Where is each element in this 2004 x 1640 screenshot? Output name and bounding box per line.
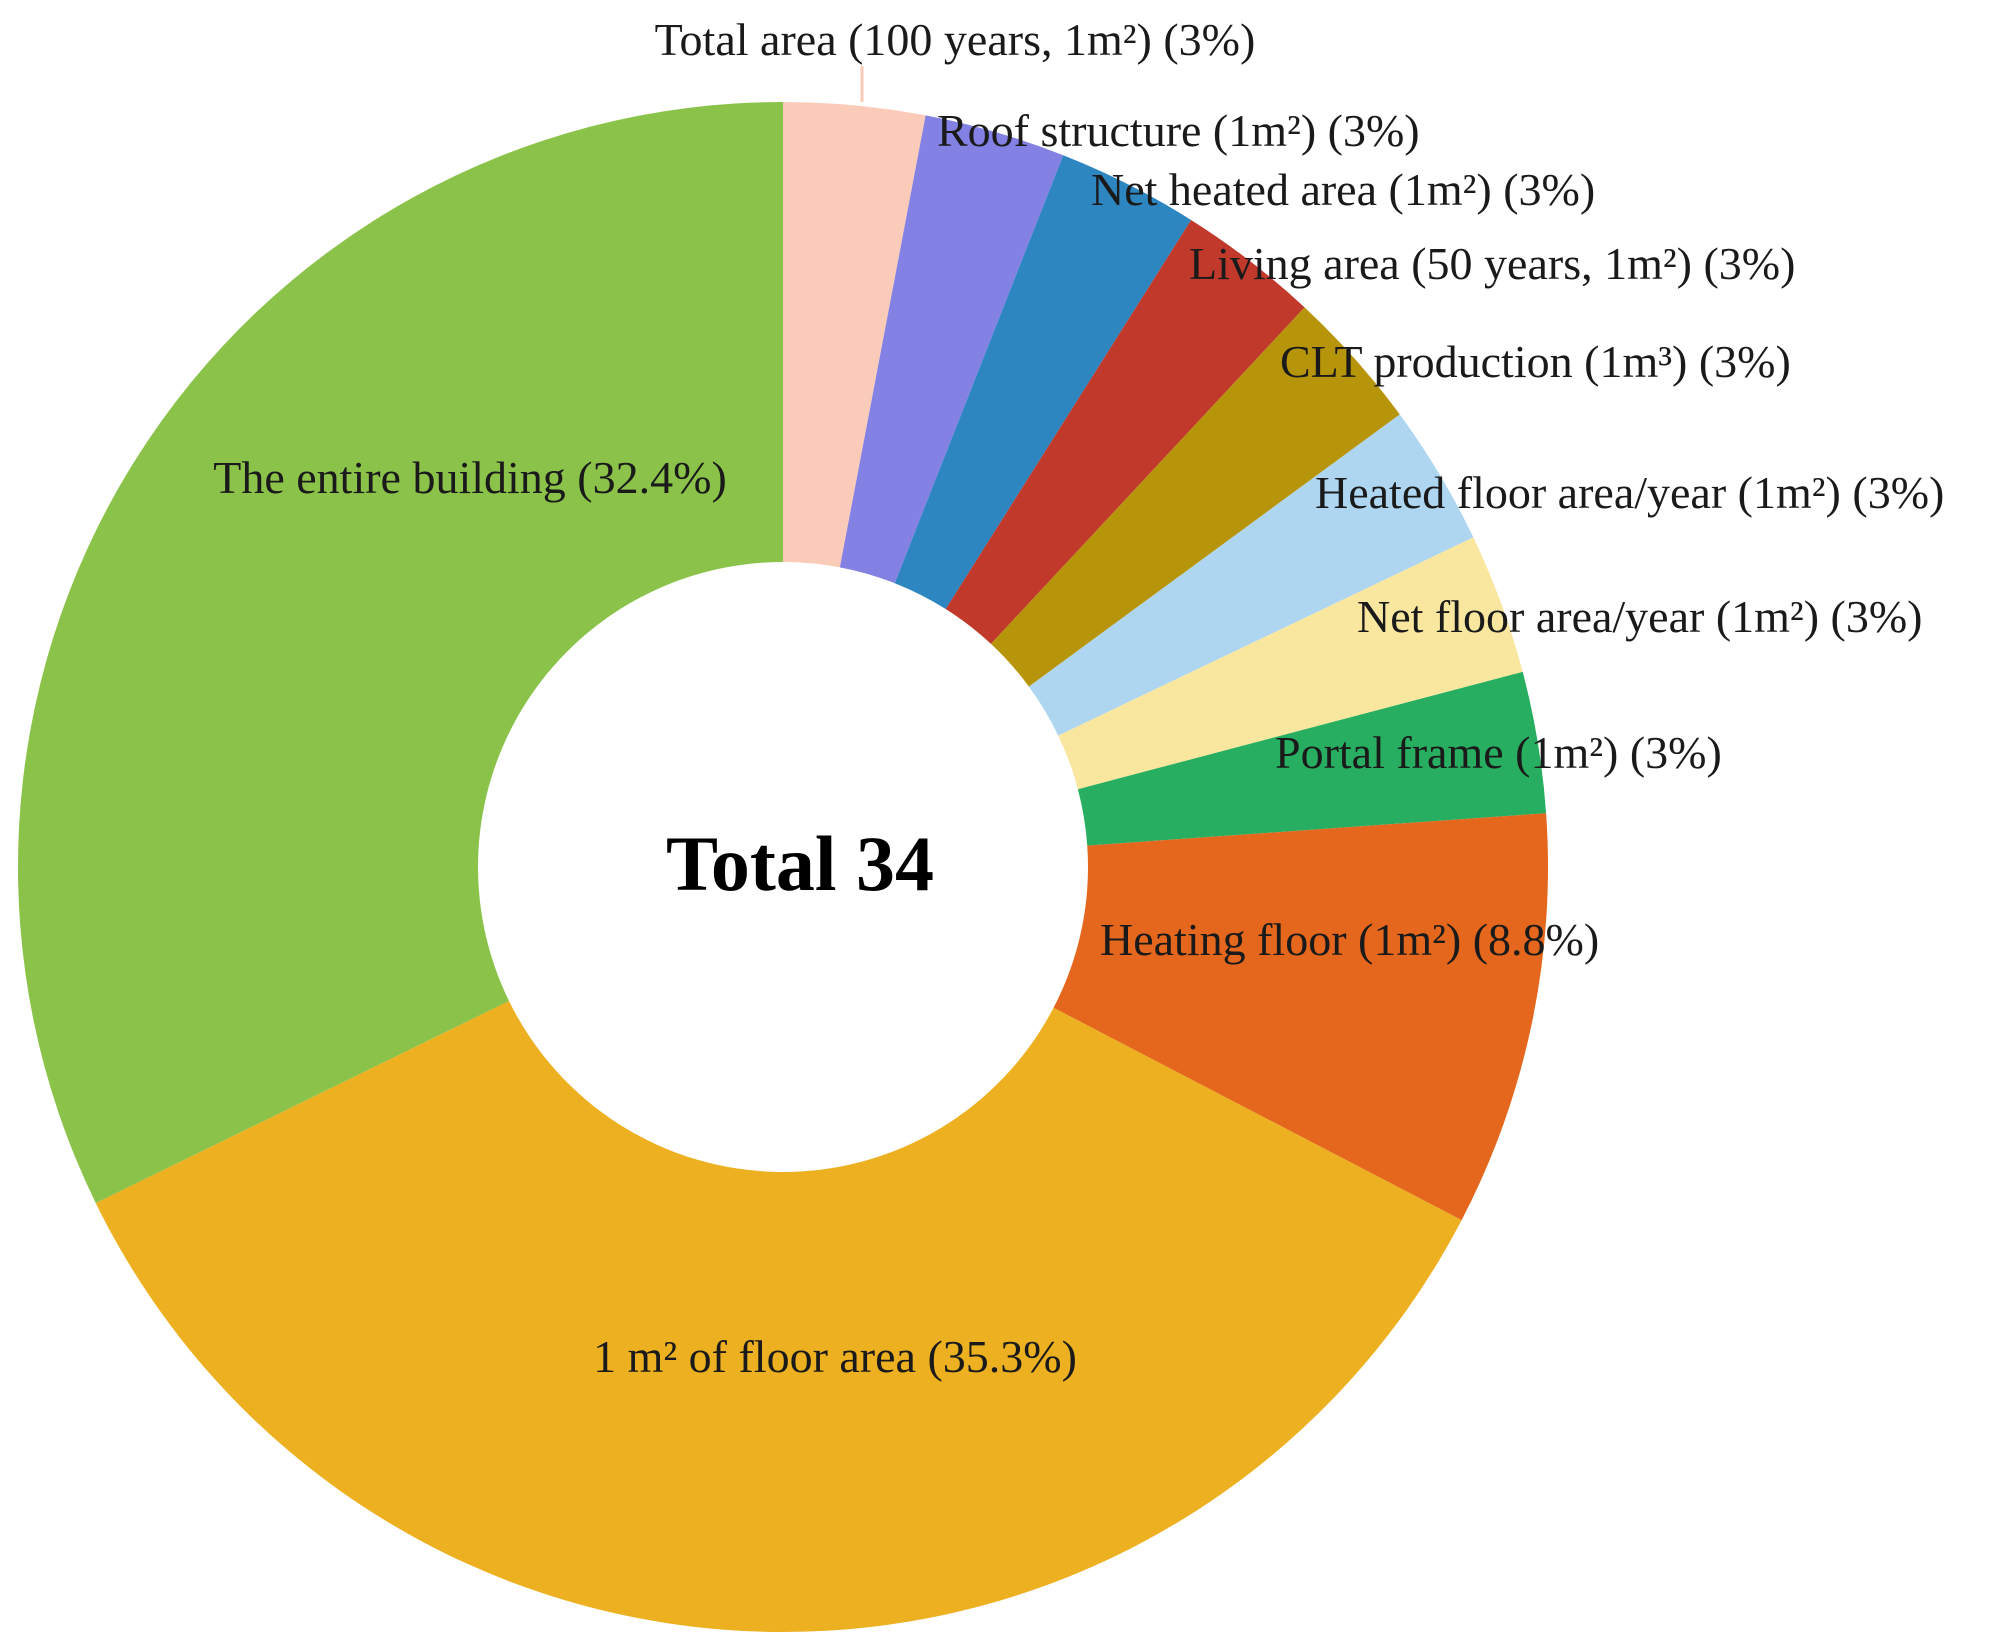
- slice-label-8: Heating floor (1m²) (8.8%): [1100, 914, 1599, 965]
- slice-label-5: Heated floor area/year (1m²) (3%): [1315, 467, 1944, 518]
- slice-label-1: Roof structure (1m²) (3%): [937, 105, 1420, 156]
- slice-0: [783, 102, 926, 568]
- slice-9: [95, 1000, 1462, 1632]
- slice-5: [1028, 414, 1474, 736]
- slice-6: [1058, 537, 1523, 790]
- slice-label-4: CLT production (1m³) (3%): [1280, 336, 1791, 387]
- slice-2: [894, 155, 1192, 610]
- slice-label-0: Total area (100 years, 1m²) (3%): [655, 14, 1256, 65]
- slices-group: [17, 102, 1548, 1632]
- slice-label-10: The entire building (32.4%): [213, 452, 727, 503]
- slice-10: [17, 102, 783, 1204]
- slice-7: [1077, 671, 1547, 846]
- slice-label-3: Living area (50 years, 1m²) (3%): [1189, 238, 1795, 289]
- slice-3: [945, 219, 1305, 644]
- slice-1: [839, 115, 1064, 584]
- slice-8: [1053, 813, 1548, 1221]
- slice-label-7: Portal frame (1m²) (3%): [1275, 727, 1722, 778]
- slice-4: [990, 307, 1400, 687]
- labels-group: Total area (100 years, 1m²) (3%) Roof str…: [213, 14, 1944, 1382]
- slice-label-9: 1 m² of floor area (35.3%): [593, 1331, 1077, 1382]
- slice-label-6: Net floor area/year (1m²) (3%): [1357, 591, 1923, 642]
- center-total-label: Total 34: [666, 820, 934, 907]
- slice-label-2: Net heated area (1m²) (3%): [1091, 164, 1595, 215]
